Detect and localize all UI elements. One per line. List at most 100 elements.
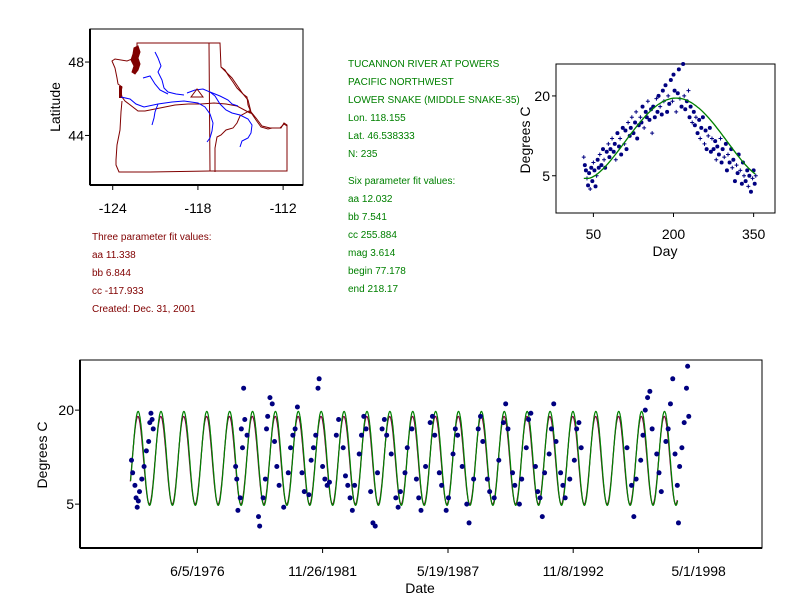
day-data-point xyxy=(752,181,757,186)
day-data-point xyxy=(746,184,751,189)
ts-data-point xyxy=(294,404,300,410)
day-data-point xyxy=(674,109,679,114)
day-data-point xyxy=(596,165,601,170)
ts-data-point xyxy=(512,482,518,488)
ts-data-point xyxy=(409,426,415,432)
day-data-point xyxy=(709,136,714,141)
ts-data-point xyxy=(285,470,291,476)
day-data-point xyxy=(626,120,631,125)
day-data-point xyxy=(591,160,596,165)
ts-data-point xyxy=(316,376,322,382)
puget-sound xyxy=(130,45,141,75)
ts-data-point xyxy=(235,507,241,513)
ts-x-tick-label: 5/19/1987 xyxy=(417,563,479,579)
ts-data-point xyxy=(638,457,644,463)
ts-data-point xyxy=(262,476,268,482)
ts-data-point xyxy=(244,432,250,438)
ts-data-point xyxy=(471,476,477,482)
day-data-point xyxy=(707,125,712,130)
six-param-begin: begin 77.178 xyxy=(348,266,406,277)
ts-x-axis-label: Date xyxy=(405,580,435,596)
day-data-point xyxy=(665,109,670,114)
ts-data-point xyxy=(505,426,511,432)
ts-data-point xyxy=(548,426,554,432)
ts-data-point xyxy=(516,501,522,507)
day-data-point xyxy=(720,147,725,152)
ts-data-point xyxy=(466,520,472,526)
clearwater-river xyxy=(209,91,239,107)
day-data-point xyxy=(734,163,739,168)
ts-data-point xyxy=(647,388,653,394)
day-data-point xyxy=(699,125,704,130)
station-basin: LOWER SNAKE (MIDDLE SNAKE-35) xyxy=(348,95,520,106)
ts-data-point xyxy=(480,438,486,444)
ts-data-point xyxy=(333,432,339,438)
day-data-point xyxy=(724,168,729,173)
ts-data-point xyxy=(134,504,140,510)
day-data-point xyxy=(629,115,634,120)
day-data-point xyxy=(711,147,716,152)
day-data-point xyxy=(704,147,709,152)
ts-data-point xyxy=(340,445,346,451)
day-data-point xyxy=(583,168,588,173)
ts-data-point xyxy=(510,470,516,476)
day-data-point xyxy=(624,147,629,152)
ts-data-point xyxy=(491,495,497,501)
ts-data-point xyxy=(150,426,156,432)
ts-data-point xyxy=(418,507,424,513)
day-data-point xyxy=(666,93,671,98)
station-latitude: Lat. 46.538333 xyxy=(348,131,415,142)
ts-data-point xyxy=(267,395,273,401)
day-data-point xyxy=(730,165,735,170)
wenatchee-river xyxy=(142,75,169,95)
day-data-point xyxy=(634,109,639,114)
day-data-point xyxy=(750,176,755,181)
day-data-point xyxy=(731,157,736,162)
ts-data-point xyxy=(464,501,470,507)
day-data-point xyxy=(633,120,638,125)
day-data-point xyxy=(747,173,752,178)
ts-data-point xyxy=(439,482,445,488)
map-y-axis-label: Latitude xyxy=(47,82,63,132)
day-data-point xyxy=(692,123,697,128)
ts-data-point xyxy=(404,445,410,451)
day-data-point xyxy=(676,67,681,72)
six-param-end: end 218.17 xyxy=(348,284,399,295)
ts-data-point xyxy=(141,464,147,470)
washington-border xyxy=(111,42,251,114)
day-data-point xyxy=(706,133,711,138)
ts-data-point xyxy=(679,445,685,451)
day-data-point xyxy=(732,179,737,184)
six-param-mag: mag 3.614 xyxy=(348,248,396,259)
day-data-point xyxy=(695,131,700,136)
day-data-point xyxy=(742,173,747,178)
day-data-point xyxy=(604,149,609,154)
day-data-point xyxy=(738,168,743,173)
day-data-point xyxy=(602,157,607,162)
ts-data-point xyxy=(432,432,438,438)
six-param-title: Six parameter fit values: xyxy=(348,176,456,187)
ts-data-point xyxy=(629,482,635,488)
ts-data-point xyxy=(276,482,282,488)
ts-data-point xyxy=(148,410,154,416)
ts-y-axis-label: Degrees C xyxy=(34,422,50,489)
ts-data-point xyxy=(645,395,651,401)
ts-data-point xyxy=(363,426,369,432)
day-data-point xyxy=(613,157,618,162)
day-data-point xyxy=(595,157,600,162)
ts-six-param-fit-line xyxy=(130,410,679,507)
station-region: PACIFIC NORTHWEST xyxy=(348,77,454,88)
day-data-point xyxy=(693,115,698,120)
ts-data-point xyxy=(306,492,312,498)
day-data-point xyxy=(723,141,728,146)
day-data-point xyxy=(652,115,657,120)
day-data-point xyxy=(587,171,592,176)
day-data-point xyxy=(739,181,744,186)
day-data-point xyxy=(681,62,686,66)
day-data-point xyxy=(671,72,676,77)
day-data-point xyxy=(589,165,594,170)
ts-data-point xyxy=(397,489,403,495)
